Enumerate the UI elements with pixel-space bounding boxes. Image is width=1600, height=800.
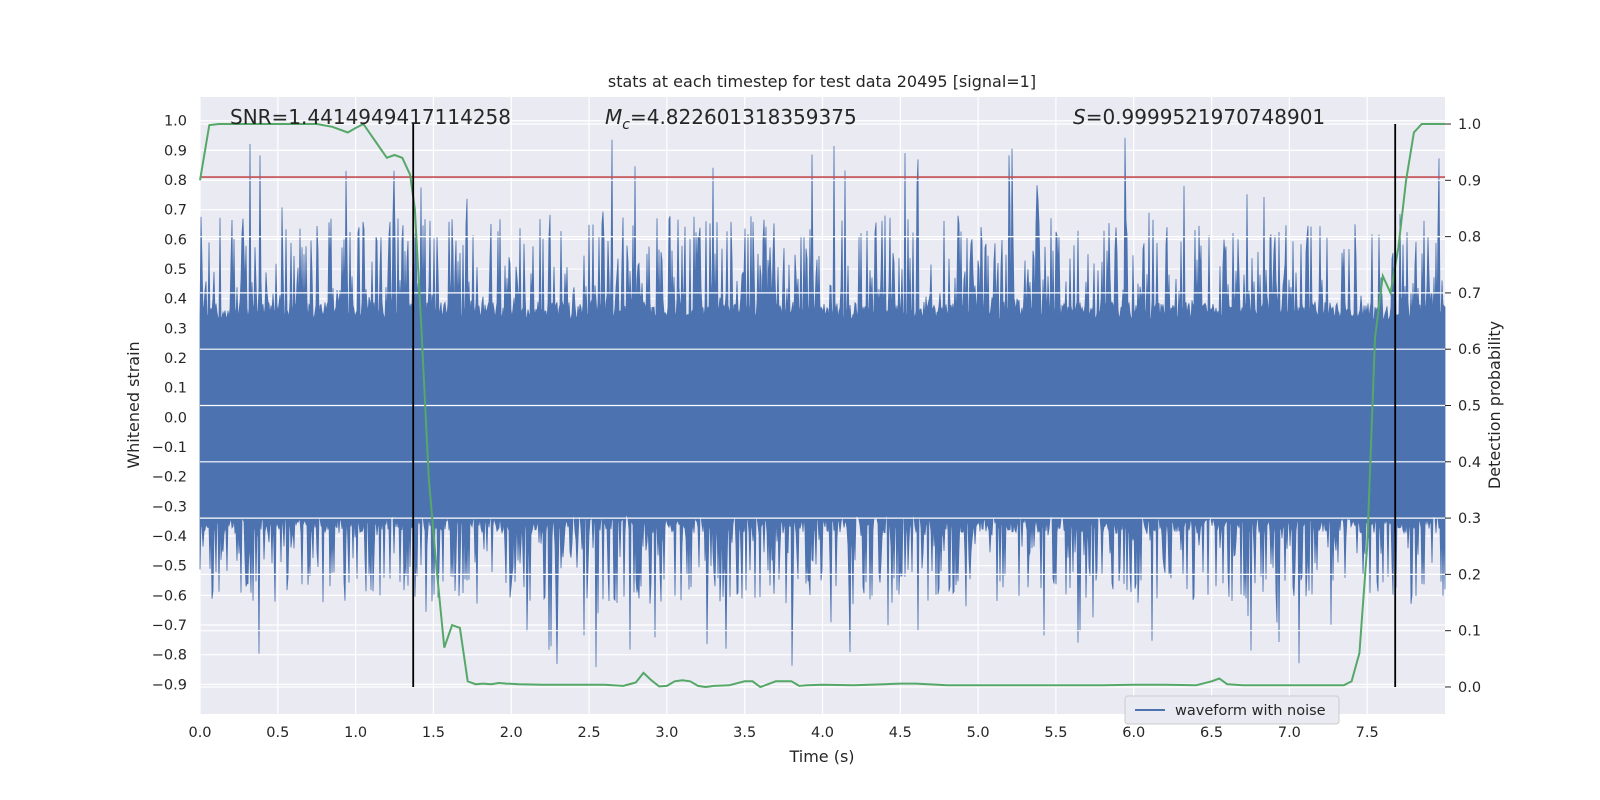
x-tick-label: 2.0 xyxy=(500,725,523,741)
y-tick-label: 0.4 xyxy=(164,292,187,308)
y-right-tick-label: 0.8 xyxy=(1458,230,1481,246)
x-tick-label: 0.5 xyxy=(266,725,289,741)
y-tick-label: 0.5 xyxy=(164,262,187,278)
x-tick-label: 3.0 xyxy=(655,725,678,741)
y-tick-label: 0.2 xyxy=(164,351,187,367)
y-tick-label: 0.1 xyxy=(164,381,187,397)
y-tick-label: −0.2 xyxy=(152,470,187,486)
y-right-tick-label: 0.3 xyxy=(1458,511,1481,527)
y-right-tick-label: 0.9 xyxy=(1458,173,1481,189)
y-tick-label: −0.3 xyxy=(152,499,187,515)
y-axis-ticks: −0.9 −0.8 −0.7 −0.6 −0.5 −0.4 −0.3 −0.2 −0.1 0.0 0… xyxy=(152,114,187,694)
x-axis-ticks: 0.0 0.5 1.0 1.5 2.0 2.5 3.0 3.5 4.0 4.5 5.0 5.5 6.0 6… xyxy=(188,725,1378,741)
detection-probability-line xyxy=(199,122,1445,689)
y-right-axis-label: Detection probability xyxy=(1485,321,1504,489)
s-value: =0.9999521970748901 xyxy=(1086,105,1325,129)
y-right-tick-label: 0.0 xyxy=(1458,680,1481,696)
y-axis-label: Whitened strain xyxy=(124,341,143,468)
y-tick-label: −0.7 xyxy=(152,618,187,634)
x-tick-label: 7.0 xyxy=(1278,725,1301,741)
legend-label: waveform with noise xyxy=(1175,703,1326,719)
y-tick-label: 0.7 xyxy=(164,203,187,219)
x-tick-label: 0.0 xyxy=(188,725,211,741)
s-annotation: S=0.9999521970748901 xyxy=(1073,105,1325,129)
x-tick-label: 6.0 xyxy=(1122,725,1145,741)
x-axis-label: Time (s) xyxy=(788,747,854,766)
s-symbol: S xyxy=(1073,105,1086,129)
legend-box xyxy=(1124,695,1340,725)
y-tick-label: −0.9 xyxy=(152,677,187,693)
y-right-tick-label: 0.1 xyxy=(1458,624,1481,640)
right-axis-grid-lines xyxy=(200,123,1445,688)
waveform-with-noise-series xyxy=(199,137,1446,668)
chirp-mass-annotation: Mc=4.822601318359375 xyxy=(605,105,857,133)
y-tick-label: −0.4 xyxy=(152,529,187,545)
y-tick-label: 0.6 xyxy=(164,232,187,248)
waveform-band xyxy=(199,137,1446,668)
x-tick-label: 5.5 xyxy=(1044,725,1067,741)
mc-subscript: c xyxy=(622,117,630,133)
x-tick-label: 7.5 xyxy=(1356,725,1379,741)
y-tick-label: 0.8 xyxy=(164,173,187,189)
y-tick-label: −0.1 xyxy=(152,440,187,456)
chart-title: stats at each timestep for test data 204… xyxy=(608,72,1036,91)
vertical-marker-lines xyxy=(412,124,1397,687)
y-right-tick-label: 0.6 xyxy=(1458,342,1481,358)
x-tick-label: 1.5 xyxy=(422,725,445,741)
y-right-tick-label: 0.2 xyxy=(1458,567,1481,583)
legend: waveform with noise xyxy=(1124,695,1340,725)
y-right-tick-label: 1.0 xyxy=(1458,117,1481,133)
y-tick-label: −0.5 xyxy=(152,559,187,575)
y-tick-label: 0.3 xyxy=(164,321,187,337)
x-tick-label: 6.5 xyxy=(1200,725,1223,741)
mc-symbol: M xyxy=(605,105,622,129)
y-right-tick-label: 0.5 xyxy=(1458,399,1481,415)
y-right-axis-ticks: 0.0 0.1 0.2 0.3 0.4 0.5 0.6 0.7 0.8 0.9 1.0 xyxy=(1445,117,1481,696)
x-tick-label: 1.0 xyxy=(344,725,367,741)
snr-annotation: SNR=1.4414949417114258 xyxy=(230,105,511,129)
y-tick-label: −0.6 xyxy=(152,588,187,604)
y-tick-label: 0.0 xyxy=(164,410,187,426)
x-tick-label: 4.0 xyxy=(811,725,834,741)
y-right-tick-label: 0.4 xyxy=(1458,455,1481,471)
x-tick-label: 3.5 xyxy=(733,725,756,741)
x-tick-label: 2.5 xyxy=(578,725,601,741)
y-tick-label: 0.9 xyxy=(164,143,187,159)
y-tick-label: 1.0 xyxy=(164,114,187,130)
x-tick-label: 5.0 xyxy=(967,725,990,741)
y-tick-label: −0.8 xyxy=(152,648,187,664)
mc-value: =4.822601318359375 xyxy=(630,105,857,129)
y-right-tick-label: 0.7 xyxy=(1458,286,1481,302)
x-tick-label: 4.5 xyxy=(889,725,912,741)
